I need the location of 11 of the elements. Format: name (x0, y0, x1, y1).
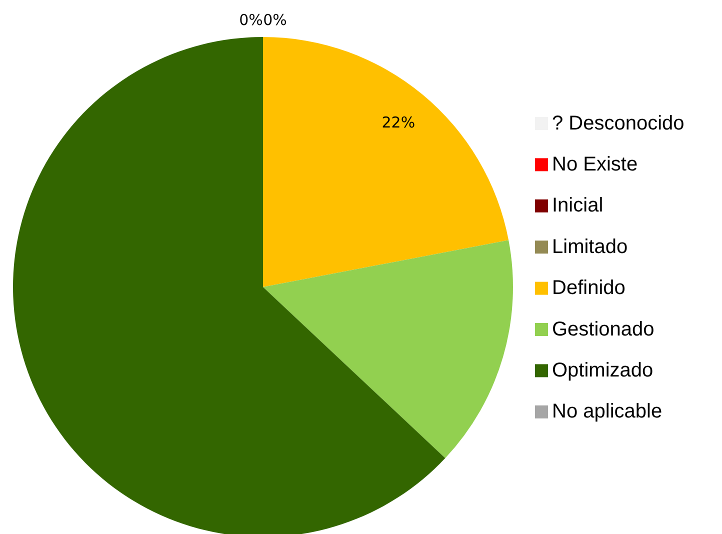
legend-label: Gestionado (552, 318, 654, 340)
legend-label: No Existe (552, 153, 638, 176)
data-label: 22% (382, 113, 416, 132)
text: 0% (239, 11, 263, 30)
legend-label: Inicial (552, 194, 604, 217)
text: 0% (263, 11, 287, 30)
legend-label: Limitado (552, 236, 628, 258)
legend-label: No aplicable (552, 400, 662, 423)
legend-label: Definido (552, 277, 626, 300)
legend-label: ? Desconocido (552, 112, 684, 134)
legend-label: Optimizado (552, 359, 654, 382)
